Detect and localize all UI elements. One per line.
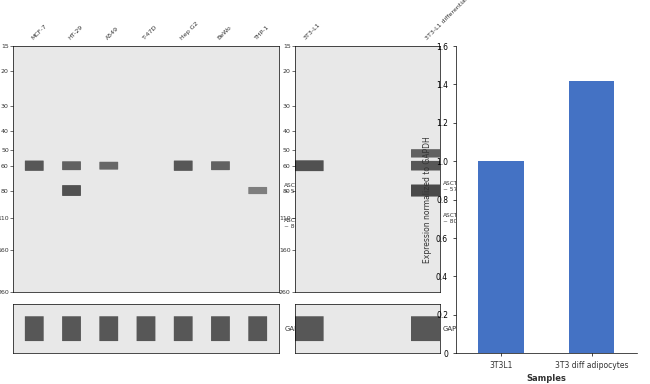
- Text: MCF-7: MCF-7: [31, 24, 48, 41]
- Text: ASCT2
~ 57 kDa: ASCT2 ~ 57 kDa: [284, 184, 312, 194]
- FancyBboxPatch shape: [411, 161, 445, 170]
- Text: Hep G2: Hep G2: [179, 21, 200, 41]
- FancyBboxPatch shape: [99, 162, 118, 170]
- Text: HT-29: HT-29: [68, 25, 84, 41]
- Text: THP-1: THP-1: [254, 25, 270, 41]
- FancyBboxPatch shape: [248, 316, 267, 341]
- FancyBboxPatch shape: [411, 184, 445, 197]
- FancyBboxPatch shape: [136, 316, 155, 341]
- FancyBboxPatch shape: [411, 149, 445, 157]
- FancyBboxPatch shape: [174, 316, 192, 341]
- Text: 3T3-L1: 3T3-L1: [303, 22, 322, 41]
- FancyBboxPatch shape: [62, 316, 81, 341]
- Text: GAPDH: GAPDH: [443, 326, 467, 332]
- FancyBboxPatch shape: [99, 316, 118, 341]
- FancyBboxPatch shape: [248, 187, 267, 194]
- FancyBboxPatch shape: [25, 316, 44, 341]
- FancyBboxPatch shape: [411, 316, 445, 341]
- FancyBboxPatch shape: [211, 316, 230, 341]
- FancyBboxPatch shape: [62, 185, 81, 196]
- Text: ASCT2
~ 80 kDa: ASCT2 ~ 80 kDa: [443, 213, 471, 224]
- FancyBboxPatch shape: [174, 161, 192, 171]
- X-axis label: Samples: Samples: [526, 374, 566, 383]
- Text: GAPDH: GAPDH: [284, 326, 309, 332]
- Bar: [478, 161, 524, 353]
- Text: T-47D: T-47D: [142, 25, 159, 41]
- Text: 3T3-L1 differentiated to adipocytes: 3T3-L1 differentiated to adipocytes: [424, 0, 507, 41]
- Text: A549: A549: [105, 26, 120, 41]
- Text: ASCT2
~ 57 kDa: ASCT2 ~ 57 kDa: [443, 181, 471, 192]
- Bar: [569, 81, 614, 353]
- FancyBboxPatch shape: [289, 316, 324, 341]
- Y-axis label: Expression normalized to GAPDH: Expression normalized to GAPDH: [422, 136, 432, 263]
- Text: ASCT2
~ 80 kDa: ASCT2 ~ 80 kDa: [284, 218, 312, 229]
- Text: BeWo: BeWo: [217, 25, 233, 41]
- FancyBboxPatch shape: [25, 161, 44, 171]
- FancyBboxPatch shape: [62, 161, 81, 170]
- FancyBboxPatch shape: [211, 161, 230, 170]
- FancyBboxPatch shape: [289, 160, 324, 171]
